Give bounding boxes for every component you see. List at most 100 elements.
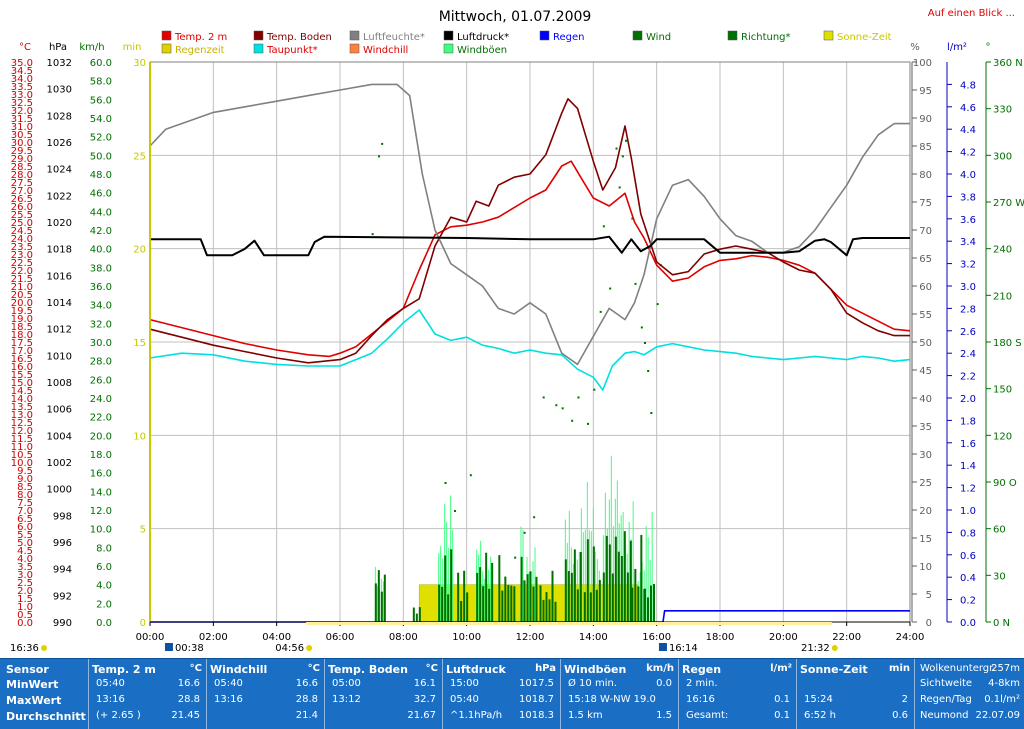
wind-bar [466,592,469,622]
stat-value: 28.8 [177,694,200,705]
tick-label: 35.0 [11,58,33,69]
tick-label: 1008 [47,378,72,389]
wind-bar [554,601,557,622]
tick-label: 4.0 [960,170,976,181]
wind-bar [485,552,488,622]
tick-label: 10.5 [11,450,33,461]
wind-bar [460,600,463,622]
x-tick-label: 18:00 [706,632,735,643]
stat-label: 13:12 [332,694,361,705]
tick-label: 1.8 [960,416,976,427]
direction-point [514,556,517,559]
tick-label: 25 [133,151,146,162]
direction-point [644,342,646,344]
tick-label: 10.0 [11,458,33,469]
direction-point [577,396,580,399]
tick-label: 0 [140,618,146,629]
wind-bar [564,559,567,622]
direction-point [542,396,545,399]
extra-label: Sichtweite [920,678,973,689]
tick-label: 25 [919,478,932,489]
tick-label: 15.5 [11,370,33,381]
group-unit: °C [425,663,438,674]
wind-bar [605,535,608,622]
gust-bar [588,530,590,622]
x-tick-label: 06:00 [326,632,355,643]
direction-point [609,287,612,290]
tick-label: 17.5 [11,338,33,349]
tick-label: 1.5 [17,594,33,605]
tick-label: 19.5 [11,306,33,317]
legend-swatch [632,30,643,41]
tick-label: 29.0 [11,154,33,165]
extra-label: Wolkenuntergr. [920,663,996,674]
tick-label: 25.5 [11,210,33,221]
sun-icon [831,645,838,651]
wind-bar [457,572,460,622]
wind-bar [447,594,450,622]
direction-point [571,419,574,422]
tick-label: 2.6 [960,327,976,338]
tick-label: 180 S [993,338,1022,349]
extra-value: 0.1l/m² [984,694,1020,705]
wind-bar [488,588,491,622]
tick-label: 6.5 [17,514,33,525]
legend-label: Regen [553,32,585,43]
legend-swatch [161,43,172,54]
tick-label: 55 [919,310,932,321]
tick-label: 11.5 [11,434,33,445]
tick-label: 1.4 [960,461,976,472]
tick-label: 15.0 [11,378,33,389]
tick-label: 28.0 [90,357,112,368]
gust-bar [604,492,606,622]
wind-bar [441,586,444,622]
wind-bar [438,584,441,622]
legend-label: Sonne-Zeit [837,32,892,43]
tick-label: 5 [926,590,932,601]
tick-label: 20 [919,506,932,517]
overview-link[interactable]: Auf einen Blick ... [928,8,1015,19]
gust-bar [647,537,649,622]
tick-label: 14.0 [90,487,112,498]
group-unit: °C [189,663,202,674]
stat-value: 1017.5 [519,678,554,689]
axis-unit: km/h [79,42,104,53]
wind-bar [479,567,482,622]
tick-label: 0 [926,618,932,629]
tick-label: 26.5 [11,194,33,205]
sun-icon [41,645,47,651]
wind-bar [583,592,586,622]
tick-label: 8.5 [17,482,33,493]
tick-label: 60 [919,282,932,293]
tick-label: 28.0 [11,170,33,181]
stat-label: 15:00 [450,678,479,689]
direction-point [647,370,650,372]
tick-label: 23.5 [11,242,33,253]
gust-bar [616,480,618,622]
group-title: Windchill [210,663,268,676]
series-line [150,235,910,257]
direction-point [371,233,374,236]
x-tick-label: 24:00 [896,632,925,643]
direction-point [381,142,384,145]
extra-value: 257m [991,663,1020,674]
wind-bar [412,607,415,622]
wind-bar [374,583,377,622]
wind-bar [623,531,626,622]
tick-label: 3.6 [960,215,976,226]
tick-label: 20.0 [90,431,112,442]
direction-point [378,155,380,158]
tick-label: 30.0 [90,338,112,349]
tick-label: 1020 [47,218,72,229]
tick-label: 21.5 [11,274,33,285]
tick-label: 13.5 [11,402,33,413]
tick-label: 2.5 [17,578,33,589]
tick-label: 70 [919,226,932,237]
gust-bar [440,546,442,622]
x-tick-label: 02:00 [199,632,228,643]
weather-chart: Mittwoch, 01.07.2009 Auf einen Blick ...… [10,8,1024,654]
tick-label: 1000 [47,485,72,496]
series-line [149,83,910,366]
tick-label: 2.0 [96,599,112,610]
tick-label: 22.0 [11,266,33,277]
